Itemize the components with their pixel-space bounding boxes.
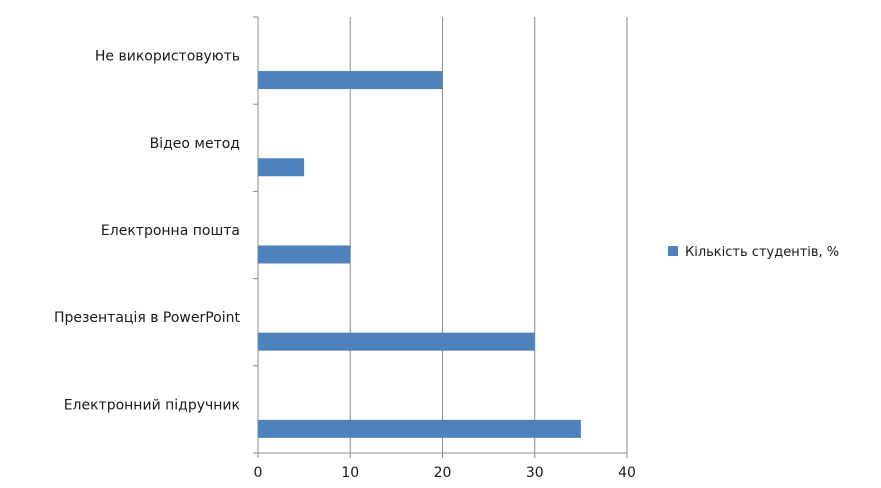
x-tick-labels: 0 10 20 30 40 (254, 465, 636, 481)
x-tick-label: 20 (434, 465, 452, 481)
category-label: Презентація в PowerPoint (54, 310, 241, 326)
axes (253, 16, 628, 458)
grid-lines (349, 17, 628, 453)
bar (258, 332, 535, 351)
category-label: Не використовують (95, 49, 240, 65)
x-tick-label: 0 (254, 465, 263, 481)
category-label: Електронна пошта (101, 223, 240, 239)
bar (258, 245, 351, 264)
x-tick-label: 40 (618, 465, 636, 481)
bar (258, 158, 305, 177)
category-labels: Не використовують Відео метод Електронна п… (54, 49, 241, 414)
x-tick-label: 30 (526, 465, 544, 481)
x-tick-label: 10 (341, 465, 359, 481)
legend-swatch (668, 246, 678, 256)
category-label: Електронний підручник (64, 397, 240, 413)
legend-label: Кількість студентів, % (685, 245, 839, 260)
bar (258, 71, 443, 90)
bars (258, 71, 581, 438)
legend: Кількість студентів, % (668, 245, 839, 260)
bar (258, 419, 581, 438)
category-label: Відео метод (150, 136, 240, 152)
